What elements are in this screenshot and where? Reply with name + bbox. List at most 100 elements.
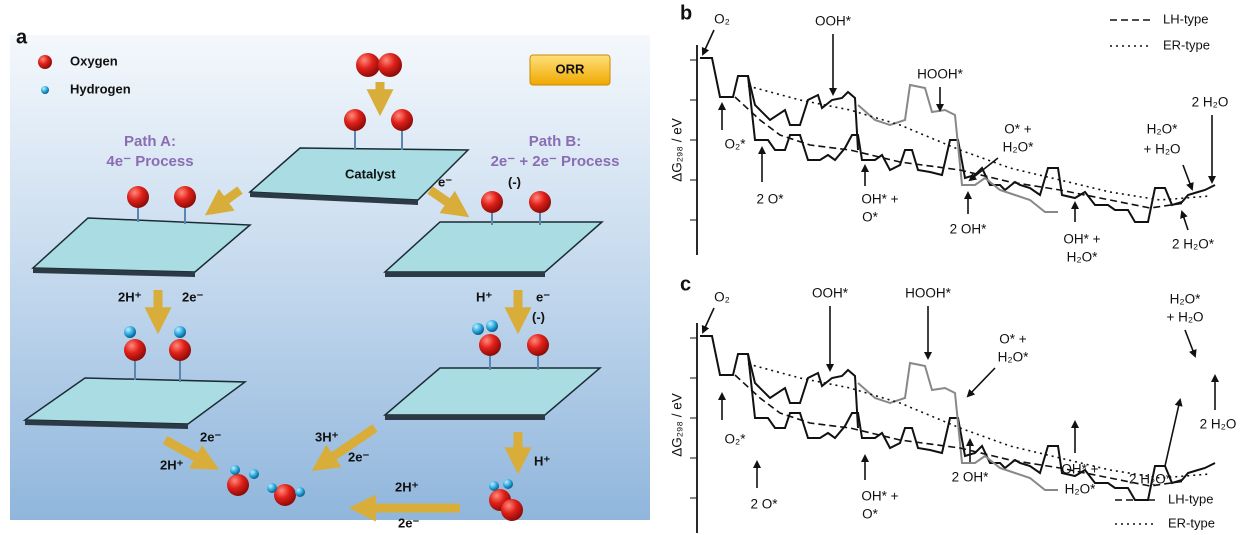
atom (295, 487, 305, 497)
label: 2 OH* (950, 222, 988, 237)
label: O₂ (714, 290, 730, 305)
label: b (680, 2, 692, 24)
panel-b: b ΔG₂₉₈ / eV LH-type ER-type O₂ OOH* HOO… (670, 2, 1229, 264)
label: H₂O* (1067, 250, 1098, 265)
label: O* + (1004, 122, 1032, 137)
label: H₂O* (998, 350, 1029, 365)
label: OOH* (815, 14, 852, 29)
label: O₂* (725, 137, 747, 152)
label: O₂* (725, 432, 747, 447)
label: O* (862, 507, 879, 522)
label: a (16, 26, 28, 48)
label: 2e⁻ (398, 515, 419, 530)
arrow (703, 30, 714, 54)
plate (385, 415, 545, 420)
label: OH* + (861, 489, 898, 504)
atom (267, 483, 277, 493)
panel-c: c ΔG₂₉₈ / eV LH-type ER-type O₂ OOH* HOO… (670, 273, 1237, 533)
atom (124, 339, 146, 361)
label: 2e⁻ (200, 429, 221, 444)
page: ORR pathways and free energy profiles {"… (0, 0, 1243, 535)
label: 2H⁺ (395, 479, 419, 494)
label: H₂O* (1147, 122, 1178, 137)
box (10, 35, 650, 520)
label: Catalyst (345, 166, 396, 181)
label: e⁻ (536, 289, 550, 304)
atom (38, 55, 52, 69)
label: 2 H₂O (1192, 95, 1229, 110)
label: H₂O* (1170, 292, 1201, 307)
label: LH-type (1163, 11, 1209, 26)
atom (486, 320, 498, 332)
label: 2 H₂O* (1172, 237, 1215, 252)
label: H₂O* (1065, 482, 1096, 497)
plate (385, 272, 545, 277)
label: 2 O* (750, 497, 778, 512)
label: Hydrogen (70, 81, 131, 96)
label: O₂ (714, 12, 730, 27)
label: 2H⁺ (160, 457, 184, 472)
label: + H₂O (1143, 142, 1180, 157)
label: Path B: (529, 133, 582, 150)
label: 4e⁻ Process (106, 153, 193, 170)
label: (-) (508, 174, 521, 189)
atom (344, 109, 366, 131)
label: 2 H₂O* (1129, 472, 1172, 487)
label: ER-type (1168, 515, 1215, 530)
arrow (1185, 330, 1195, 356)
panel-a: a Oxygen Hydrogen ORR Path A: 4e⁻ Proces… (10, 26, 650, 530)
atom (174, 326, 186, 338)
label: H⁺ (534, 453, 550, 468)
label: 3H⁺ (315, 429, 339, 444)
label: OH* + (1063, 232, 1100, 247)
atom (169, 339, 191, 361)
arrow (1182, 212, 1188, 230)
atom (227, 474, 249, 496)
label: HOOH* (917, 67, 964, 82)
figure: a Oxygen Hydrogen ORR Path A: 4e⁻ Proces… (0, 0, 1243, 535)
label: 2 O* (756, 192, 784, 207)
atom (249, 469, 259, 479)
atom (527, 334, 549, 356)
arrow (1165, 400, 1180, 466)
atom (124, 326, 136, 338)
label: ΔG₂₉₈ / eV (670, 393, 685, 456)
atom (174, 186, 196, 208)
body: a Oxygen Hydrogen ORR Path A: 4e⁻ Proces… (0, 0, 1243, 535)
label: (-) (532, 309, 545, 324)
label: O* (862, 210, 879, 225)
arrow (968, 368, 995, 396)
label: OH* + (861, 192, 898, 207)
arrow (703, 308, 714, 332)
label: ER-type (1163, 37, 1210, 52)
label: ΔG₂₉₈ / eV (670, 118, 685, 181)
atom (479, 334, 501, 356)
atom (41, 86, 49, 94)
label: 2e⁻ + 2e⁻ Process (491, 153, 620, 170)
label: c (680, 273, 691, 295)
label: 2e⁻ (182, 289, 203, 304)
label: O* + (999, 332, 1027, 347)
label: ORR (556, 61, 586, 76)
atom (489, 481, 499, 491)
atom (481, 191, 503, 213)
atom (529, 191, 551, 213)
label: Oxygen (70, 53, 118, 68)
label: HOOH* (905, 286, 952, 301)
atom (503, 479, 513, 489)
atom (274, 484, 296, 506)
atom (501, 499, 523, 521)
atom (391, 109, 413, 131)
atom (356, 53, 380, 77)
atom (378, 53, 402, 77)
label: H⁺ (476, 289, 492, 304)
atom (127, 186, 149, 208)
label: 2H⁺ (118, 289, 142, 304)
label: + H₂O (1166, 310, 1203, 325)
label: 2e⁻ (348, 449, 369, 464)
atom (230, 465, 240, 475)
label: LH-type (1168, 491, 1214, 506)
label: 2 OH* (952, 470, 990, 485)
label: OH* + (1061, 462, 1098, 477)
arrow (970, 158, 998, 180)
